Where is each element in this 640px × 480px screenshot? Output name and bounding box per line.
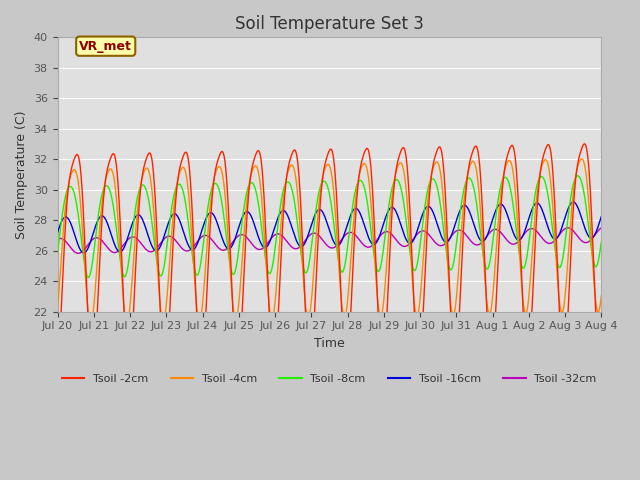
Title: Soil Temperature Set 3: Soil Temperature Set 3 (235, 15, 424, 33)
X-axis label: Time: Time (314, 337, 345, 350)
Y-axis label: Soil Temperature (C): Soil Temperature (C) (15, 110, 28, 239)
Text: VR_met: VR_met (79, 40, 132, 53)
Legend: Tsoil -2cm, Tsoil -4cm, Tsoil -8cm, Tsoil -16cm, Tsoil -32cm: Tsoil -2cm, Tsoil -4cm, Tsoil -8cm, Tsoi… (58, 370, 601, 388)
